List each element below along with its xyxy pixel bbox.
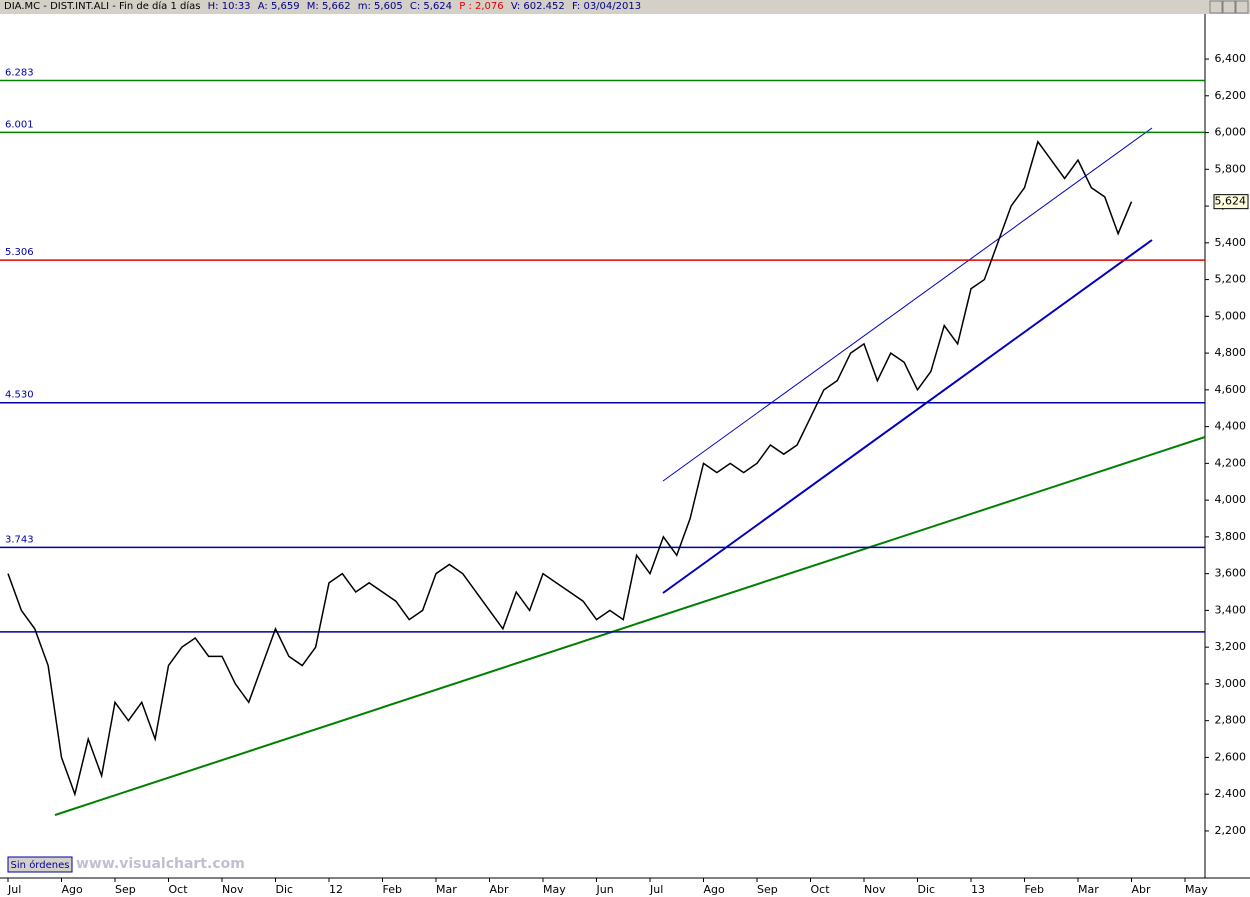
y-tick-label: 2,400 — [1215, 787, 1247, 800]
level-label: 5.306 — [5, 247, 34, 258]
minimize-button[interactable] — [1209, 0, 1223, 14]
x-tick-label: Jul — [7, 883, 21, 896]
x-tick-label: Ago — [62, 883, 84, 896]
y-tick-label: 6,400 — [1215, 52, 1247, 65]
y-tick-label: 5,000 — [1215, 309, 1247, 322]
header-item: C: 5,624 — [409, 1, 453, 12]
x-tick-label: Nov — [222, 883, 244, 896]
status-text: Sin órdenes — [11, 859, 70, 871]
x-tick-label: Jun — [596, 883, 614, 896]
y-tick-label: 3,400 — [1215, 603, 1247, 616]
x-tick-label: 13 — [971, 883, 985, 896]
header-symbol: DIA.MC - DIST.INT.ALI - Fin de día 1 día… — [4, 1, 201, 12]
header: DIA.MC - DIST.INT.ALI - Fin de día 1 día… — [0, 0, 1250, 14]
maximize-button[interactable] — [1222, 0, 1236, 14]
last-price-box — [1213, 194, 1249, 210]
price-line — [7, 140, 1133, 797]
y-tick-label: 2,200 — [1215, 824, 1247, 837]
header-item: P : 2,076 — [459, 1, 504, 12]
x-tick-label: Oct — [811, 883, 831, 896]
x-tick-label: Oct — [169, 883, 189, 896]
y-tick-label: 6,000 — [1215, 126, 1247, 139]
header-item: A: 5,659 — [257, 1, 300, 12]
y-tick-label: 3,600 — [1215, 567, 1247, 580]
header-item: m: 5,605 — [357, 1, 403, 12]
y-tick-label: 5,400 — [1215, 236, 1247, 249]
y-tick-label: 4,200 — [1215, 456, 1247, 469]
header-item: F: 03/04/2013 — [571, 1, 642, 12]
last-price: 5,624 — [1215, 195, 1247, 208]
x-tick-label: Mar — [1078, 883, 1099, 896]
level-label: 6.001 — [5, 119, 34, 130]
x-tick-label: Nov — [864, 883, 886, 896]
y-tick-label: 4,600 — [1215, 383, 1247, 396]
trend-line — [54, 436, 1206, 816]
x-tick-label: Feb — [1025, 883, 1044, 896]
y-tick-label: 3,000 — [1215, 677, 1247, 690]
x-tick-label: Ago — [704, 883, 726, 896]
level-label: 4.530 — [5, 390, 34, 401]
x-tick-label: Sep — [757, 883, 778, 896]
x-tick-label: Abr — [490, 883, 510, 896]
x-tick-label: Dic — [276, 883, 294, 896]
level-label: 6.283 — [5, 68, 34, 79]
y-tick-label: 4,000 — [1215, 493, 1247, 506]
x-tick-label: Jul — [649, 883, 663, 896]
level-label: 3.743 — [5, 534, 34, 545]
header-item: V: 602.452 — [510, 1, 565, 12]
channel-line — [662, 127, 1153, 482]
x-tick-label: May — [543, 883, 566, 896]
y-tick-label: 5,800 — [1215, 162, 1247, 175]
header-item: M: 5,662 — [306, 1, 351, 12]
header-item: H: 10:33 — [207, 1, 251, 12]
x-tick-label: Sep — [115, 883, 136, 896]
x-tick-label: Mar — [436, 883, 457, 896]
y-tick-label: 3,200 — [1215, 640, 1247, 653]
x-tick-label: Abr — [1132, 883, 1152, 896]
y-tick-label: 4,800 — [1215, 346, 1247, 359]
x-tick-label: Feb — [383, 883, 402, 896]
trend-line — [662, 239, 1153, 594]
y-tick-label: 2,600 — [1215, 750, 1247, 763]
x-tick-label: 12 — [329, 883, 343, 896]
watermark: www.visualchart.com — [76, 856, 245, 872]
y-tick-label: 5,200 — [1215, 273, 1247, 286]
y-tick-label: 6,200 — [1215, 89, 1247, 102]
y-tick-label: 2,800 — [1215, 714, 1247, 727]
close-button[interactable] — [1235, 0, 1249, 14]
x-tick-label: Dic — [918, 883, 936, 896]
y-tick-label: 3,800 — [1215, 530, 1247, 543]
x-tick-label: May — [1185, 883, 1208, 896]
status-box — [7, 856, 73, 873]
y-tick-label: 4,400 — [1215, 420, 1247, 433]
